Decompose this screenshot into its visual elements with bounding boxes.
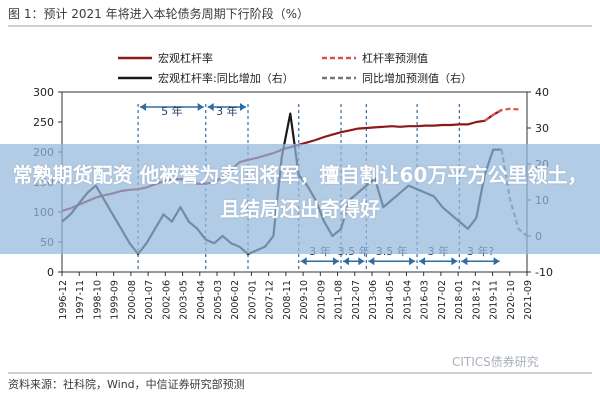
x-tick-label: 1999-09 xyxy=(110,280,121,320)
y-left-tick-label: 300 xyxy=(33,86,54,99)
period-arrow-head xyxy=(333,257,339,266)
x-tick-label: 2005-03 xyxy=(213,280,224,320)
source-note: 资料来源：社科院，Wind，中信证券研究部预测 xyxy=(8,377,245,391)
period-arrow-head xyxy=(409,257,416,266)
legend-label-yoy-forecast: 同比增加预测值（右） xyxy=(362,71,472,85)
x-tick-label: 2018-01 xyxy=(454,280,465,320)
period-annotation: 3 年 xyxy=(216,104,238,118)
x-tick-label: 2020-10 xyxy=(506,280,517,320)
x-tick-label: 2006-02 xyxy=(230,280,241,320)
period-arrow-head xyxy=(358,257,365,266)
x-tick-label: 2002-06 xyxy=(161,280,172,320)
period-annotation: 5 年 xyxy=(161,104,183,118)
x-tick-label: 2001-07 xyxy=(144,280,155,320)
x-tick-label: 2021-09 xyxy=(523,280,534,320)
x-tick-label: 2013-06 xyxy=(368,280,379,320)
x-tick-label: 2012-07 xyxy=(351,280,362,320)
y-right-tick-label: 40 xyxy=(535,86,549,99)
period-arrow-head xyxy=(140,103,147,111)
x-tick-label: 2009-10 xyxy=(299,280,310,320)
period-arrow-head xyxy=(461,257,468,266)
legend-label-forecast: 杠杆率预测值 xyxy=(362,51,428,65)
period-arrow-head xyxy=(451,257,458,266)
period-arrow-head xyxy=(197,103,204,111)
y-left-tick-label: 0 xyxy=(47,266,54,279)
x-tick-label: 2011-08 xyxy=(334,280,345,320)
period-arrow-head xyxy=(300,257,307,266)
x-tick-label: 2010-09 xyxy=(316,280,327,320)
x-tick-label: 1996-12 xyxy=(58,280,69,320)
x-tick-label: 2018-12 xyxy=(471,280,482,320)
legend-label-levered: 宏观杠杆率 xyxy=(158,51,213,65)
period-arrow-head xyxy=(207,103,214,111)
period-arrow-head xyxy=(419,257,426,266)
legend-label-yoy: 宏观杠杆率:同比增加（右） xyxy=(158,71,294,85)
period-arrow-head xyxy=(493,257,500,266)
x-tick-label: 2000-08 xyxy=(127,280,138,320)
y-left-tick-label: 250 xyxy=(33,116,54,129)
x-tick-label: 2008-11 xyxy=(282,280,293,320)
legend: 宏观杠杆率 杠杆率预测值 宏观杠杆率:同比增加（右） 同比增加预测值（右） xyxy=(118,51,472,85)
period-arrow-head xyxy=(368,257,375,266)
y-right-tick-label: -10 xyxy=(535,266,553,279)
x-tick-label: 2007-12 xyxy=(265,280,276,320)
x-tick-label: 2017-02 xyxy=(437,280,448,320)
x-tick-label: 2016-03 xyxy=(420,280,431,320)
y-right-tick-label: 30 xyxy=(535,122,549,135)
x-tick-label: 2007-01 xyxy=(247,280,258,320)
x-tick-label: 2014-05 xyxy=(385,280,396,320)
period-arrow-head xyxy=(343,257,349,266)
x-tick-label: 1998-10 xyxy=(92,280,103,320)
series-line-left-dashed xyxy=(484,107,519,122)
chart-title: 图 1：预计 2021 年将进入本轮债务周期下行阶段（%） xyxy=(8,6,309,21)
x-tick-label: 2019-11 xyxy=(489,280,500,320)
x-tick-label: 2003-05 xyxy=(179,280,190,320)
x-tick-label: 1997-11 xyxy=(75,280,86,320)
overlay-banner xyxy=(0,144,600,254)
x-tick-label: 2015-04 xyxy=(402,280,413,320)
x-tick-label: 2004-04 xyxy=(196,280,207,320)
watermark: CITICS债券研究 xyxy=(452,355,539,369)
overlay-banner-text: 常熟期货配资 他被誉为卖国将军，擅自割让60万平方公里领土，且结局还出奇得好 xyxy=(12,163,588,221)
period-arrow-head xyxy=(240,103,246,111)
